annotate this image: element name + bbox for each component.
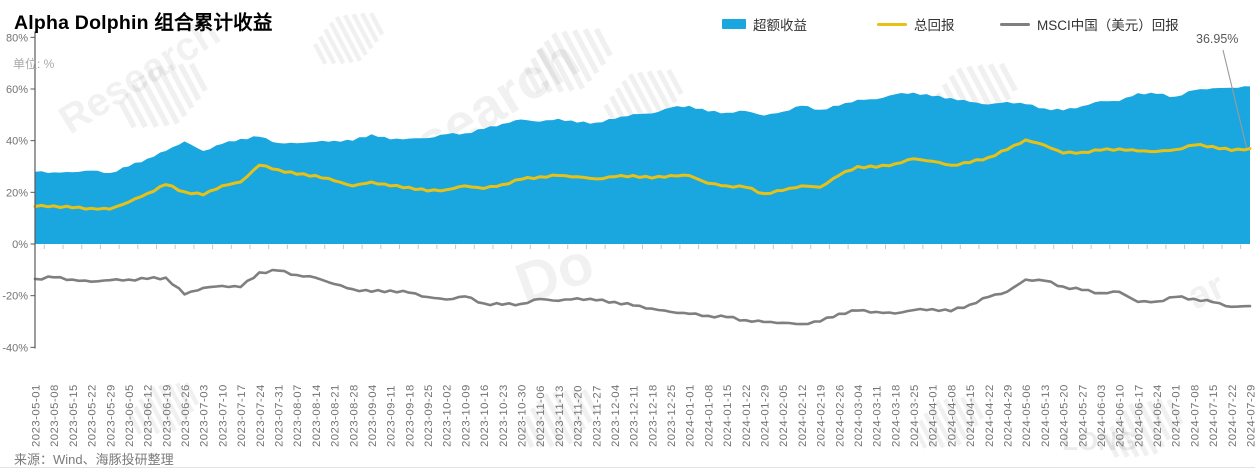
svg-text:2023-06-19: 2023-06-19	[161, 384, 173, 447]
svg-text:2024-06-24: 2024-06-24	[1152, 384, 1164, 447]
svg-text:2023-11-20: 2023-11-20	[573, 385, 585, 447]
msci-return-line	[35, 270, 1250, 324]
svg-text:2024-05-06: 2024-05-06	[1021, 384, 1033, 447]
svg-text:2024-01-01: 2024-01-01	[685, 384, 697, 447]
svg-text:2023-08-07: 2023-08-07	[292, 384, 304, 447]
svg-text:2023-08-28: 2023-08-28	[348, 384, 360, 447]
chart-title: Alpha Dolphin 组合累计收益	[14, 6, 273, 35]
svg-text:2024-04-08: 2024-04-08	[946, 384, 958, 447]
svg-text:2024-07-08: 2024-07-08	[1189, 384, 1201, 447]
svg-text:2023-11-13: 2023-11-13	[554, 385, 566, 447]
svg-text:2024-06-17: 2024-06-17	[1133, 384, 1145, 447]
svg-text:60%: 60%	[6, 84, 28, 96]
svg-text:2023-10-02: 2023-10-02	[442, 384, 454, 447]
svg-text:2023-10-30: 2023-10-30	[517, 384, 529, 447]
svg-text:2023-06-05: 2023-06-05	[124, 384, 136, 447]
svg-text:2024-04-22: 2024-04-22	[984, 384, 996, 447]
legend-label: 总回报	[914, 14, 955, 34]
svg-text:2023-05-29: 2023-05-29	[105, 384, 117, 447]
svg-text:2023-10-23: 2023-10-23	[498, 384, 510, 447]
svg-text:2024-01-08: 2024-01-08	[703, 384, 715, 447]
svg-text:-20%: -20%	[2, 291, 28, 303]
svg-text:2023-06-26: 2023-06-26	[180, 384, 192, 447]
svg-text:2024-01-29: 2024-01-29	[760, 384, 772, 447]
source-note: 来源：Wind、海豚投研整理	[14, 449, 174, 468]
svg-text:2023-09-18: 2023-09-18	[404, 384, 416, 447]
svg-text:2024-03-04: 2024-03-04	[853, 384, 865, 447]
svg-text:2024-07-22: 2024-07-22	[1227, 384, 1239, 447]
svg-text:2023-11-06: 2023-11-06	[535, 385, 547, 447]
svg-text:2023-12-18: 2023-12-18	[647, 384, 659, 447]
svg-text:2024-07-01: 2024-07-01	[1171, 384, 1183, 447]
svg-text:2023-05-22: 2023-05-22	[87, 384, 99, 447]
final-value-callout: 36.95%	[1196, 32, 1238, 46]
svg-text:2024-05-13: 2024-05-13	[1040, 384, 1052, 447]
total-legend-swatch	[877, 23, 907, 26]
svg-text:2024-07-15: 2024-07-15	[1208, 384, 1220, 447]
svg-text:2023-07-24: 2023-07-24	[255, 384, 267, 447]
svg-text:2024-05-27: 2024-05-27	[1077, 384, 1089, 447]
svg-text:2023-10-16: 2023-10-16	[479, 384, 491, 447]
svg-text:2024-02-12: 2024-02-12	[797, 384, 809, 447]
legend-label: MSCI中国（美元）回报	[1037, 14, 1179, 34]
svg-text:2024-04-01: 2024-04-01	[928, 384, 940, 447]
svg-text:2024-02-19: 2024-02-19	[816, 384, 828, 447]
svg-text:2023-05-08: 2023-05-08	[49, 384, 61, 447]
svg-text:20%: 20%	[6, 187, 28, 199]
svg-text:2023-07-03: 2023-07-03	[199, 384, 211, 447]
svg-text:2023-07-31: 2023-07-31	[274, 384, 286, 447]
svg-text:2023-08-21: 2023-08-21	[330, 384, 342, 447]
svg-text:2023-11-27: 2023-11-27	[591, 385, 603, 447]
svg-text:2023-08-14: 2023-08-14	[311, 384, 323, 447]
svg-text:2023-12-04: 2023-12-04	[610, 384, 622, 447]
svg-text:2024-05-20: 2024-05-20	[1059, 384, 1071, 447]
legend-item-excess[interactable]: 超额收益	[722, 14, 807, 34]
svg-text:2024-06-03: 2024-06-03	[1096, 384, 1108, 447]
svg-text:-40%: -40%	[2, 342, 28, 354]
svg-text:2023-06-12: 2023-06-12	[143, 384, 155, 447]
svg-text:2023-05-01: 2023-05-01	[31, 384, 43, 447]
svg-text:2024-03-18: 2024-03-18	[890, 384, 902, 447]
svg-text:2024-03-25: 2024-03-25	[909, 384, 921, 447]
svg-text:2023-09-11: 2023-09-11	[386, 385, 398, 447]
svg-text:2024-01-22: 2024-01-22	[741, 384, 753, 447]
watermark-text: ar	[1181, 265, 1231, 318]
svg-text:2023-05-15: 2023-05-15	[68, 384, 80, 447]
x-axis-ticks	[44, 245, 1240, 250]
svg-text:2024-06-10: 2024-06-10	[1115, 384, 1127, 447]
svg-text:2024-03-11: 2024-03-11	[872, 385, 884, 447]
excess-legend-swatch	[722, 19, 746, 29]
svg-text:2024-04-29: 2024-04-29	[1003, 384, 1015, 447]
svg-text:2023-07-17: 2023-07-17	[236, 384, 248, 447]
legend-item-msci[interactable]: MSCI中国（美元）回报	[1000, 14, 1179, 34]
y-axis: 80%60%40%20%0%-20%-40%	[2, 32, 35, 355]
svg-text:2024-02-05: 2024-02-05	[778, 384, 790, 447]
svg-text:2023-10-09: 2023-10-09	[460, 384, 472, 447]
unit-label: 单位: %	[13, 55, 54, 72]
legend-item-total[interactable]: 总回报	[877, 14, 955, 34]
svg-text:0%: 0%	[12, 239, 28, 251]
svg-text:2023-07-10: 2023-07-10	[217, 384, 229, 447]
svg-text:2024-07-29: 2024-07-29	[1246, 384, 1255, 447]
svg-text:2023-12-11: 2023-12-11	[629, 385, 641, 447]
excess-return-area	[35, 86, 1250, 244]
svg-text:40%: 40%	[6, 136, 28, 148]
svg-text:2024-02-26: 2024-02-26	[834, 384, 846, 447]
msci-legend-swatch	[1000, 23, 1030, 26]
legend-label: 超额收益	[753, 14, 807, 34]
svg-text:2024-01-15: 2024-01-15	[722, 384, 734, 447]
svg-text:2023-12-25: 2023-12-25	[666, 384, 678, 447]
svg-text:2023-09-04: 2023-09-04	[367, 384, 379, 447]
svg-text:2024-04-15: 2024-04-15	[965, 384, 977, 447]
svg-text:2023-09-25: 2023-09-25	[423, 384, 435, 447]
